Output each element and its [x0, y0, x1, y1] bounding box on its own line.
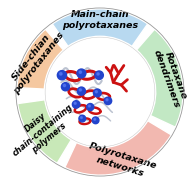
Wedge shape: [52, 9, 148, 46]
Circle shape: [104, 97, 112, 105]
Circle shape: [80, 117, 82, 119]
Circle shape: [79, 115, 86, 122]
Circle shape: [74, 102, 76, 104]
Circle shape: [77, 87, 85, 95]
Circle shape: [60, 73, 62, 75]
Circle shape: [72, 101, 80, 108]
Circle shape: [79, 89, 82, 91]
Wedge shape: [17, 29, 63, 89]
Circle shape: [77, 69, 86, 78]
Circle shape: [57, 71, 67, 80]
Circle shape: [61, 83, 70, 91]
Wedge shape: [65, 121, 171, 175]
Circle shape: [63, 84, 66, 87]
Text: Side-chian
polyrotaxanes: Side-chian polyrotaxanes: [4, 24, 66, 96]
Circle shape: [92, 117, 99, 124]
Circle shape: [106, 99, 108, 101]
Wedge shape: [137, 29, 183, 127]
Circle shape: [79, 71, 82, 73]
Circle shape: [94, 118, 96, 120]
Text: Main-chain
polyrotaxanes: Main-chain polyrotaxanes: [62, 10, 138, 29]
Text: Rotaxane
dendrimers: Rotaxane dendrimers: [151, 45, 190, 109]
Circle shape: [94, 89, 101, 97]
Text: Daisy
chain-containing
polymers: Daisy chain-containing polymers: [4, 94, 81, 166]
Circle shape: [88, 105, 90, 107]
Circle shape: [97, 73, 99, 75]
Circle shape: [87, 104, 94, 111]
Text: Polyrotaxane
networks: Polyrotaxane networks: [84, 142, 158, 181]
Wedge shape: [18, 100, 71, 163]
Circle shape: [95, 91, 98, 93]
Circle shape: [14, 6, 186, 178]
Circle shape: [95, 71, 103, 79]
